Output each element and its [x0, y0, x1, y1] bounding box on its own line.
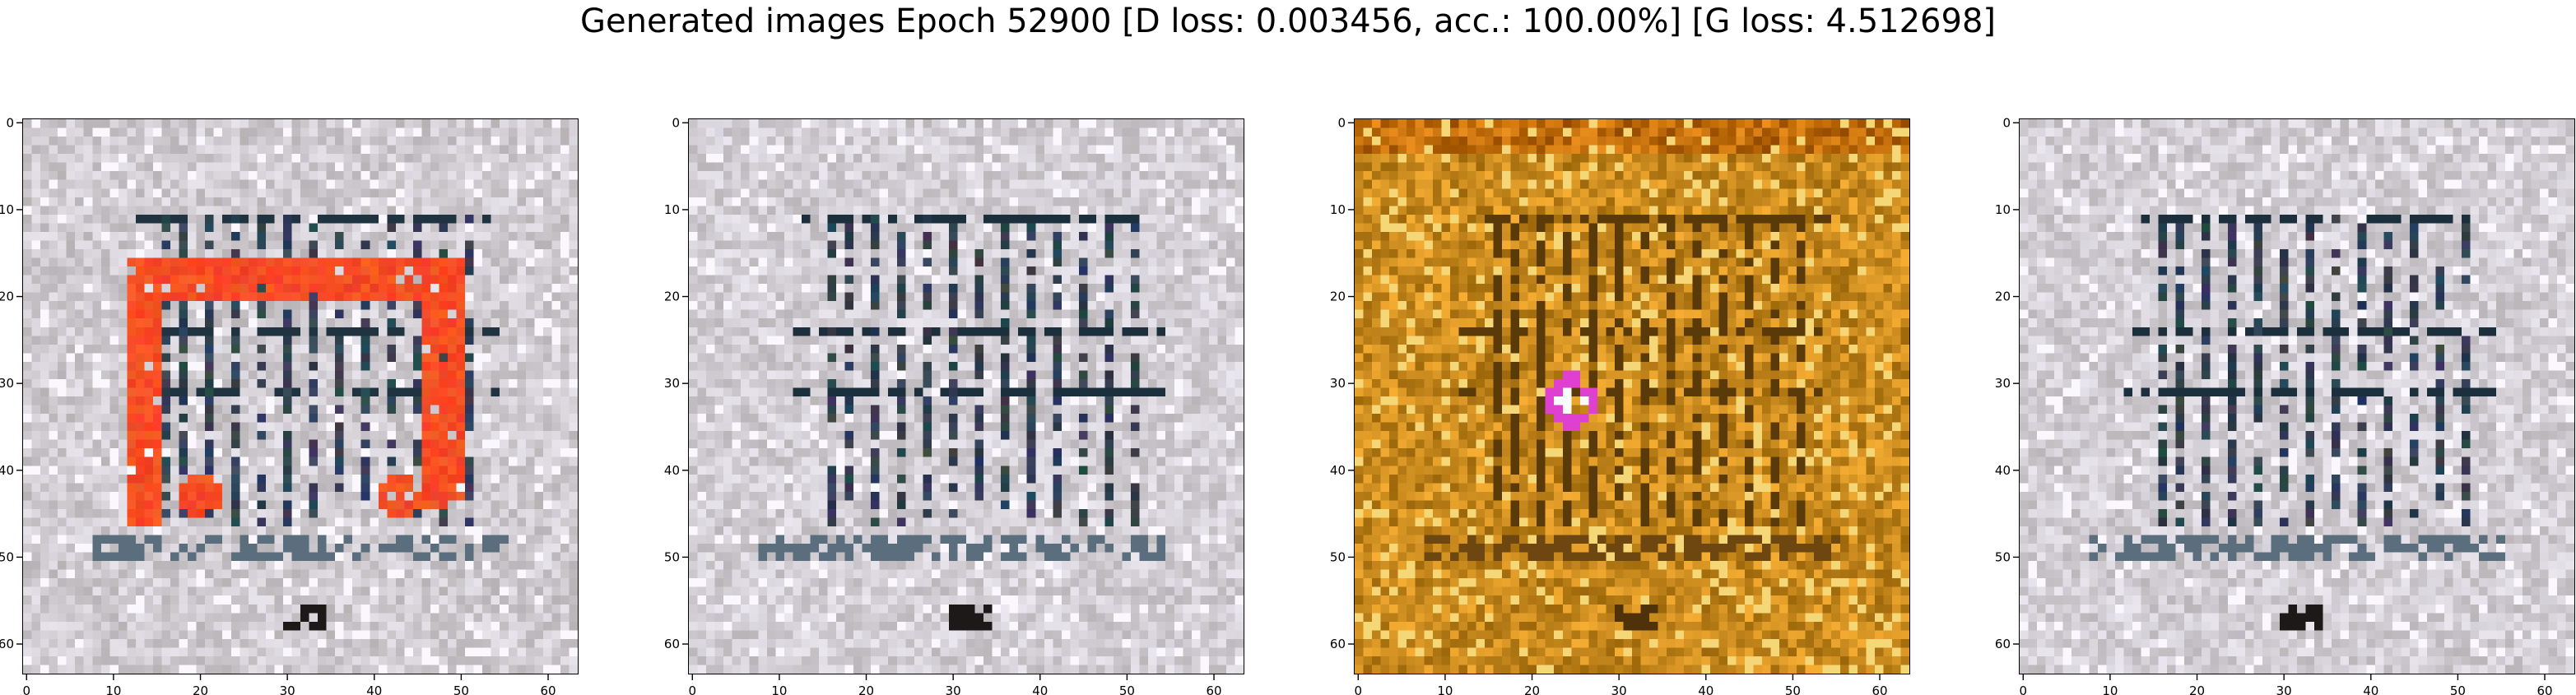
x-tick-label: 60	[1206, 683, 1221, 695]
x-tick-label: 10	[105, 683, 121, 695]
y-tick-label: 10	[0, 202, 14, 217]
image-panel-3	[1354, 118, 1910, 674]
x-tick-label: 0	[689, 683, 697, 695]
x-tick-label: 10	[771, 683, 787, 695]
figure-title: Generated images Epoch 52900 [D loss: 0.…	[579, 2, 1997, 40]
x-tick-label: 30	[280, 683, 295, 695]
y-tick-label: 0	[2002, 115, 2011, 130]
y-tick-label: 20	[1995, 290, 2011, 304]
x-tick-label: 40	[2363, 683, 2378, 695]
y-tick-label: 20	[1330, 290, 1346, 304]
x-tick-label: 0	[23, 683, 31, 695]
x-tick-label: 20	[193, 683, 208, 695]
y-tick-label: 60	[1330, 637, 1346, 651]
x-tick-label: 50	[1785, 683, 1801, 695]
y-tick-label: 30	[1995, 376, 2011, 391]
y-tick-label: 50	[1995, 549, 2011, 564]
y-tick-label: 0	[672, 115, 680, 130]
y-tick-label: 30	[664, 376, 680, 391]
y-tick-label: 40	[1995, 463, 2011, 478]
y-tick-label: 10	[1995, 202, 2011, 217]
x-tick-label: 40	[1032, 683, 1048, 695]
image-panel-4	[2019, 118, 2575, 674]
x-tick-label: 50	[453, 683, 469, 695]
x-tick-label: 0	[1355, 683, 1363, 695]
y-tick-label: 40	[1330, 463, 1346, 478]
y-tick-label: 60	[664, 637, 680, 651]
x-tick-label: 30	[2276, 683, 2292, 695]
x-tick-label: 20	[858, 683, 874, 695]
y-tick-label: 60	[1995, 637, 2011, 651]
x-tick-label: 60	[1872, 683, 1887, 695]
y-tick-label: 20	[664, 290, 680, 304]
y-tick-label: 20	[0, 290, 14, 304]
generated-image-1	[23, 119, 578, 674]
x-tick-label: 20	[1524, 683, 1540, 695]
generated-image-4	[2020, 119, 2574, 674]
x-tick-label: 0	[2020, 683, 2028, 695]
y-tick-label: 40	[664, 463, 680, 478]
image-panel-2	[688, 118, 1244, 674]
x-tick-label: 60	[540, 683, 556, 695]
x-tick-label: 50	[1119, 683, 1135, 695]
y-tick-label: 0	[1337, 115, 1346, 130]
x-tick-label: 60	[2536, 683, 2552, 695]
x-tick-label: 30	[1611, 683, 1627, 695]
x-tick-label: 50	[2450, 683, 2466, 695]
y-tick-label: 30	[0, 376, 14, 391]
y-tick-label: 50	[0, 549, 14, 564]
y-tick-label: 50	[1330, 549, 1346, 564]
generated-image-2	[689, 119, 1244, 674]
y-tick-label: 10	[1330, 202, 1346, 217]
generated-image-3	[1355, 119, 1909, 674]
x-tick-label: 40	[366, 683, 382, 695]
y-tick-label: 30	[1330, 376, 1346, 391]
x-tick-label: 10	[1437, 683, 1453, 695]
y-tick-label: 40	[0, 463, 14, 478]
y-tick-label: 0	[6, 115, 14, 130]
x-tick-label: 20	[2189, 683, 2205, 695]
x-tick-label: 30	[946, 683, 961, 695]
y-tick-label: 10	[664, 202, 680, 217]
x-tick-label: 40	[1698, 683, 1713, 695]
y-tick-label: 60	[0, 637, 14, 651]
y-tick-label: 50	[664, 549, 680, 564]
image-panel-1	[22, 118, 579, 674]
x-tick-label: 10	[2102, 683, 2118, 695]
